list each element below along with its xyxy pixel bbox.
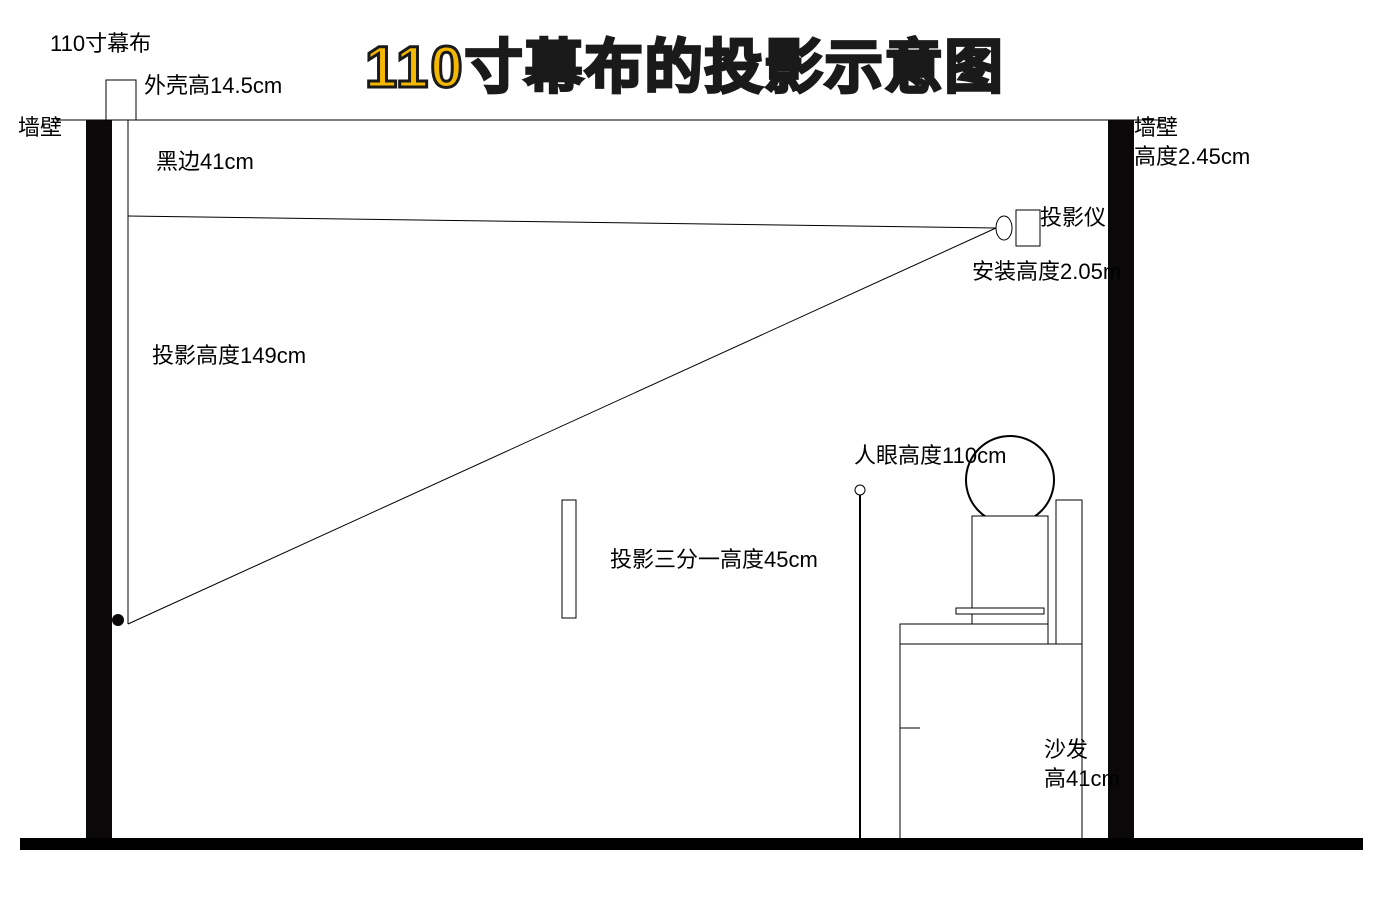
main-title: 110寸幕布的投影示意图 [365,20,1005,104]
label-wall-right: 墙壁 高度2.45cm [1134,114,1250,171]
label-sofa: 沙发 高41cm [1044,736,1120,793]
label-case-height: 外壳高14.5cm [144,72,282,101]
label-black-border: 黑边41cm [156,148,254,177]
label-wall-left: 墙壁 [18,114,62,143]
label-third-height: 投影三分一高度45cm [610,546,818,575]
label-projector: 投影仪 [1040,204,1106,233]
label-proj-height: 投影高度149cm [152,342,306,371]
label-screen-size: 110寸幕布 [50,30,151,59]
label-eye-height: 人眼高度110cm [854,442,1006,471]
label-mount-height: 安装高度2.05m [972,258,1121,287]
